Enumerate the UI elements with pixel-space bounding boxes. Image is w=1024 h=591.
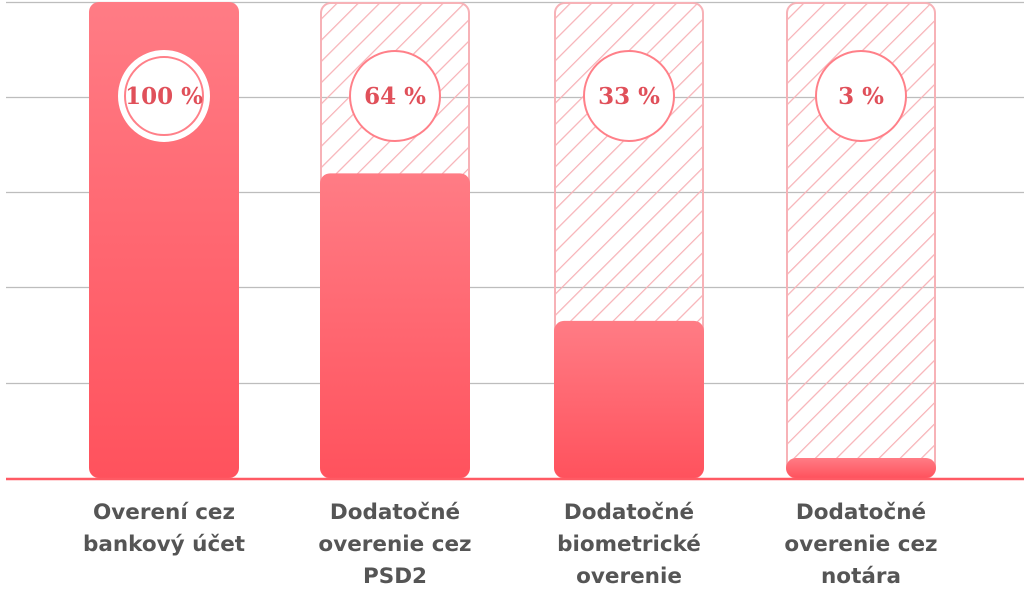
- category-labels: Overení cez bankový účet Dodatočné overenie…: [83, 500, 938, 589]
- category-label: Dodatočné biometrické overenie: [557, 500, 701, 589]
- category-label-line: Overení cez: [93, 500, 235, 525]
- category-label-line: overenie: [576, 564, 682, 589]
- bar: [554, 320, 704, 478]
- bar: [320, 173, 470, 479]
- bar-group: 100 %: [89, 2, 239, 478]
- category-label-line: Dodatočné: [564, 500, 694, 525]
- category-label-line: overenie cez: [318, 532, 471, 557]
- data-label: 64 %: [364, 83, 426, 110]
- category-label-line: Dodatočné: [796, 500, 926, 525]
- category-label-line: biometrické: [557, 532, 701, 557]
- category-label: Dodatočné overenie cez notára: [784, 500, 937, 589]
- bar-group: 33 %: [554, 2, 704, 479]
- category-label-line: Dodatočné: [330, 500, 460, 525]
- data-label: 33 %: [598, 83, 660, 110]
- data-label: 100 %: [125, 83, 203, 110]
- value-badge: [349, 50, 441, 142]
- bars: 100 % 64 % 33 % 3 %: [6, 2, 1024, 481]
- category-label-line: notára: [821, 564, 901, 589]
- value-badge: [583, 50, 675, 142]
- value-badge: [118, 50, 210, 142]
- category-label: Overení cez bankový účet: [83, 500, 245, 557]
- value-badge: [815, 50, 907, 142]
- bar-group: 3 %: [786, 2, 936, 479]
- value-badge-ring: [124, 56, 204, 136]
- category-label-line: bankový účet: [83, 532, 245, 557]
- category-label-line: PSD2: [363, 564, 427, 589]
- category-label-line: overenie cez: [784, 532, 937, 557]
- bar: [786, 458, 936, 478]
- category-label: Dodatočné overenie cez PSD2: [318, 500, 471, 589]
- bar-group: 64 %: [320, 2, 470, 479]
- data-label: 3 %: [838, 83, 884, 110]
